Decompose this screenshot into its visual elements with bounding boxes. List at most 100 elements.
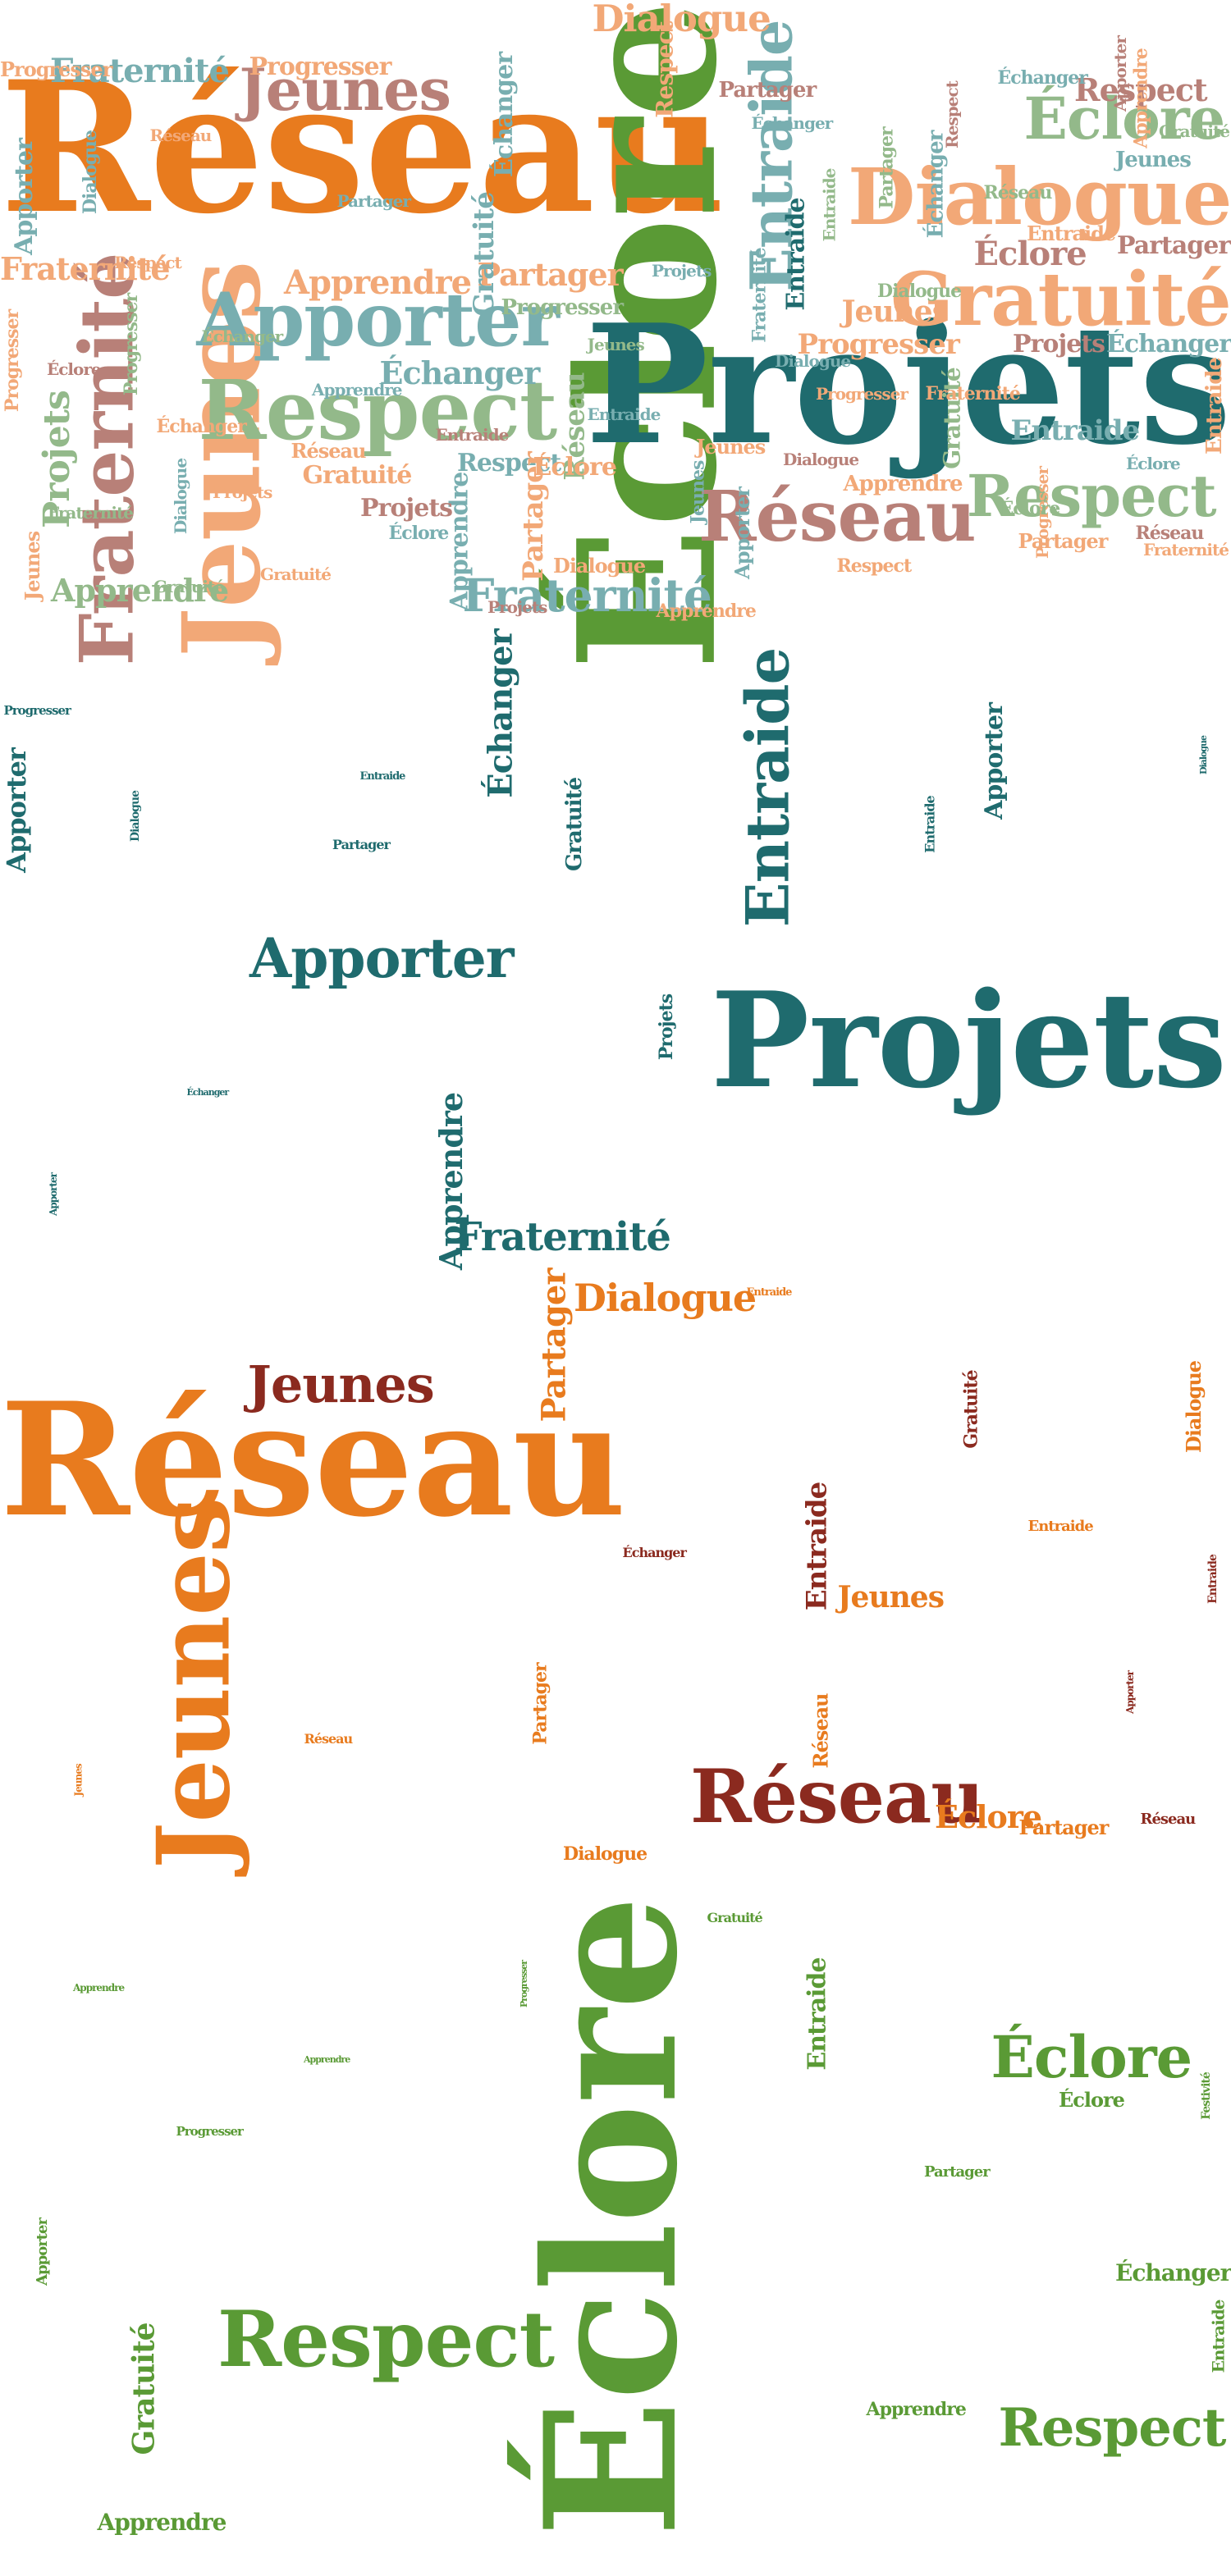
word-jeunes: Jeunes: [134, 1497, 253, 1870]
word-fraternite: Fraternité: [462, 568, 712, 622]
word-reseau: Réseau: [0, 1368, 626, 1551]
word-projets: Projets: [652, 261, 712, 281]
word-progresser: Progresser: [501, 295, 625, 320]
word-progresser: Progresser: [249, 53, 392, 81]
word-apporter: Apporter: [1123, 1671, 1136, 1714]
word-respect: Respect: [457, 449, 561, 477]
word-jeunes: Jeunes: [239, 56, 451, 124]
word-apporter: Apporter: [249, 926, 515, 990]
word-jeunes: Jeunes: [72, 1764, 85, 1797]
word-progresser: Progresser: [2, 309, 24, 413]
word-apporter: Apporter: [47, 1173, 59, 1216]
word-apprendre: Apprendre: [843, 472, 963, 496]
word-projets: Projets: [487, 597, 547, 617]
word-eclore: Éclore: [1126, 454, 1181, 473]
word-jeunes: Jeunes: [841, 295, 949, 329]
word-entraide: Entraide: [1201, 358, 1227, 454]
word-entraide: Entraide: [1206, 1555, 1220, 1604]
word-partager: Partager: [336, 191, 411, 211]
word-echanger: Échanger: [997, 67, 1088, 89]
word-entraide: Entraide: [435, 425, 510, 445]
word-partager: Partager: [477, 256, 624, 293]
word-partager: Partager: [332, 837, 391, 852]
word-reseau: Réseau: [698, 475, 977, 558]
word-eclore: Éclore: [504, 1896, 717, 2537]
word-apporter: Apporter: [979, 703, 1009, 820]
word-respect: Respect: [941, 81, 962, 148]
word-entraide: Entraide: [1010, 414, 1141, 447]
word-dialogue: Dialogue: [129, 790, 143, 843]
word-entraide: Entraide: [803, 1957, 832, 2071]
word-gratuite: Gratuité: [153, 577, 225, 596]
word-progresser: Progresser: [816, 384, 908, 404]
word-gratuite: Gratuité: [467, 192, 501, 317]
word-dialogue: Dialogue: [80, 130, 102, 215]
word-echanger: Échanger: [186, 1086, 230, 1098]
word-respect: Respect: [651, 21, 679, 118]
word-apprendre: Apprendre: [284, 263, 472, 302]
word-dialogue: Dialogue: [1182, 1360, 1206, 1454]
word-dialogue: Dialogue: [563, 1843, 648, 1865]
word-apprendre: Apprendre: [312, 380, 403, 400]
word-respect: Respect: [114, 253, 182, 272]
word-eclore: Éclore: [935, 1798, 1042, 1835]
word-fraternite: Fraternité: [454, 1214, 671, 1260]
word-fraternite: Fraternité: [1143, 540, 1229, 560]
word-reseau: Réseau: [0, 41, 725, 253]
word-eclore: Éclore: [1023, 84, 1226, 153]
word-reseau: Réseau: [1135, 523, 1205, 544]
word-reseau: Réseau: [304, 1731, 354, 1747]
word-apprendre: Apprendre: [1130, 48, 1152, 148]
word-respect: Respect: [198, 362, 558, 459]
word-jeunes: Jeunes: [696, 435, 766, 459]
word-dialogue: Dialogue: [171, 458, 191, 535]
word-jeunes: Jeunes: [837, 1580, 945, 1615]
word-partager: Partager: [924, 2163, 991, 2181]
word-echanger: Échanger: [201, 327, 284, 346]
word-gratuite: Gratuité: [960, 1370, 982, 1449]
word-respect: Respect: [836, 555, 913, 577]
word-progresser: Progresser: [0, 57, 112, 81]
word-gratuite: Gratuité: [890, 256, 1231, 343]
word-eclore: Éclore: [47, 359, 102, 379]
word-apprendre: Apprendre: [73, 1982, 125, 1994]
word-echanger: Échanger: [379, 354, 541, 391]
word-gratuite: Gratuité: [126, 2323, 162, 2455]
word-projets: Projets: [585, 289, 1231, 482]
word-eclore: Éclore: [991, 2023, 1193, 2091]
word-projets: Projets: [213, 482, 272, 502]
word-gratuite: Gratuité: [260, 564, 332, 584]
word-echanger: Échanger: [490, 52, 519, 178]
word-echanger: Échanger: [481, 629, 520, 798]
word-entraide: Entraide: [359, 770, 406, 783]
word-eclore: Éclore: [1059, 2088, 1125, 2112]
word-eclore: Éclore: [1000, 498, 1061, 519]
word-gratuite: Gratuité: [302, 461, 413, 490]
word-apprendre: Apprendre: [51, 572, 229, 609]
word-respect: Respect: [998, 2397, 1227, 2459]
word-reseau: Réseau: [690, 1753, 985, 1840]
word-fraternite: Fraternité: [48, 503, 134, 523]
word-gratuite: Gratuité: [707, 1910, 763, 1925]
word-respect: Respect: [217, 2295, 555, 2385]
word-partager: Partager: [1018, 529, 1109, 553]
word-partager: Partager: [876, 127, 898, 209]
word-dialogue: Dialogue: [848, 151, 1231, 243]
word-fraternite: Fraternité: [50, 52, 230, 90]
word-projets: Projets: [656, 993, 678, 1061]
word-jeunes: Jeunes: [1115, 148, 1192, 172]
word-eclore: Éclore: [973, 235, 1087, 273]
word-partager: Partager: [529, 1663, 551, 1745]
word-echanger: Échanger: [751, 113, 834, 133]
word-apprendre: Apprendre: [444, 472, 474, 611]
word-entraide: Entraide: [1027, 1518, 1094, 1535]
word-apprendre: Apprendre: [97, 2509, 227, 2536]
word-projets: Projets: [360, 494, 453, 523]
word-fraternite: Fraternité: [748, 248, 771, 343]
word-jeunes: Jeunes: [587, 335, 645, 354]
word-gratuite: Gratuité: [1159, 121, 1230, 141]
word-fraternite: Fraternité: [0, 250, 170, 287]
word-reseau: Réseau: [149, 126, 213, 145]
word-reseau: Réseau: [291, 439, 367, 463]
